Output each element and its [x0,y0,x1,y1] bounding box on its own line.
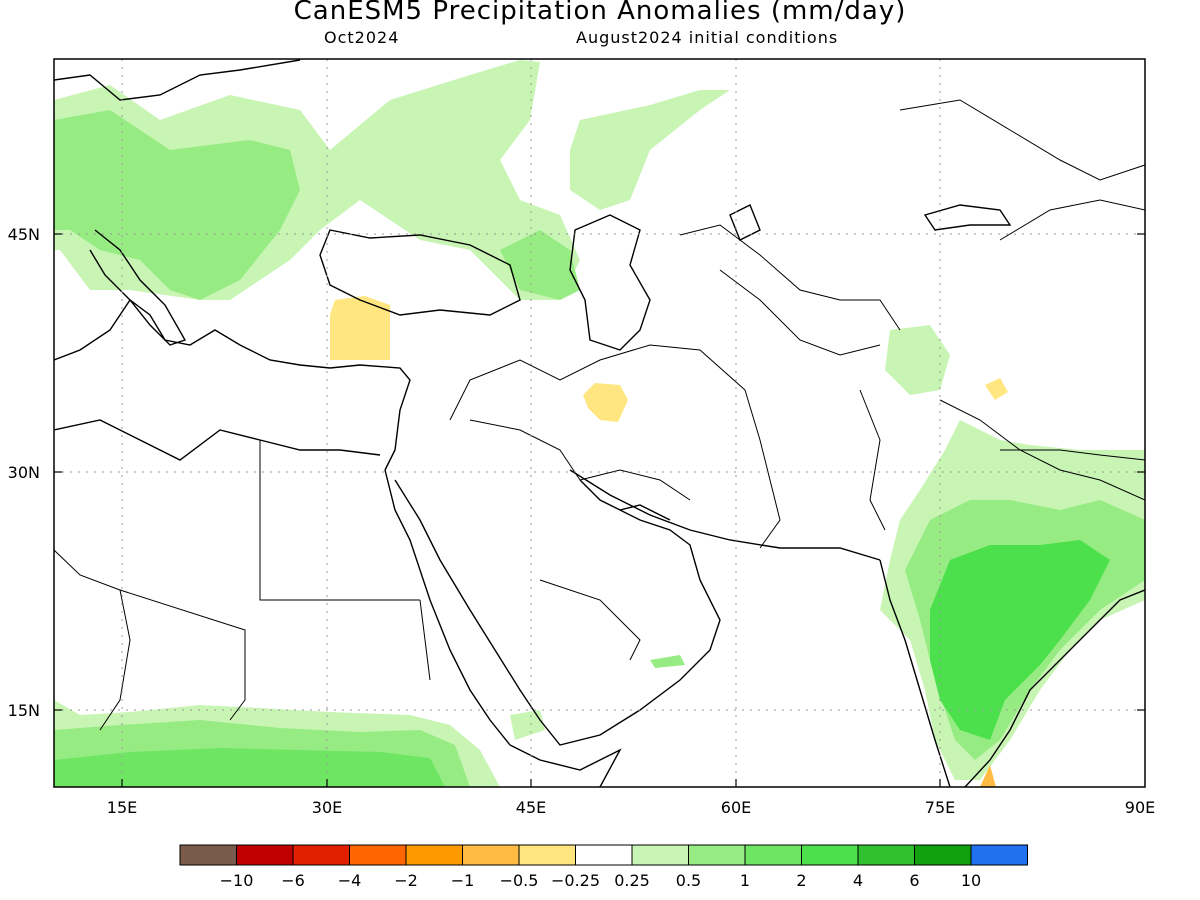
colorbar-label: 0.25 [614,871,650,890]
x-tick-label: 75E [925,798,955,817]
coastlines [54,59,1145,787]
x-tick-label: 30E [312,798,342,817]
borders [54,99,1145,731]
colorbar-label: 10 [961,871,981,890]
himalaya-wet [885,325,950,395]
colorbar-swatch [405,844,463,866]
colorbar-label: 1 [740,871,750,890]
africa-wet-strong [54,748,445,787]
colorbar-label: 2 [796,871,806,890]
colorbar-swatch [688,844,746,866]
colorbar-swatch [631,844,689,866]
grid [54,59,1145,787]
colorbar-swatch [744,844,802,866]
colorbar-swatch [236,844,294,866]
colorbar-labels: −10 −6 −4 −2 −1 −0.5 −0.25 0.25 0.5 1 2 4 6 10 [220,871,982,890]
y-tick-label: 45N [8,225,40,244]
turkey-dry [330,296,390,360]
somalia-wet [510,710,545,740]
india-wet-strong [930,540,1110,740]
colorbar-swatch [179,844,237,866]
initial-conditions: August2024 initial conditions [576,28,839,47]
x-tick-label: 90E [1125,798,1155,817]
colorbar-swatch [914,844,972,866]
colorbar-label: −0.25 [551,871,600,890]
axis-ticks [54,233,1145,787]
oman-wet [650,655,685,668]
colorbar-label: −0.5 [500,871,539,890]
colorbar-label: 4 [853,871,863,890]
colorbar-swatch [349,844,407,866]
colorbar-swatch [575,844,633,866]
chart-title: CanESM5 Precipitation Anomalies (mm/day) [293,0,907,26]
colorbar-label: −4 [338,871,362,890]
x-tick-labels: 15E 30E 45E 60E 75E 90E [107,798,1155,817]
colorbar-swatch [292,844,350,866]
colorbar-label: −6 [281,871,305,890]
colorbar-label: −1 [451,871,475,890]
x-tick-label: 60E [721,798,751,817]
x-tick-label: 45E [516,798,546,817]
colorbar-label: 6 [909,871,919,890]
caucasus-wet [500,230,580,300]
colorbar-swatch [970,844,1028,866]
forecast-month: Oct2024 [324,28,400,47]
colorbar-swatch [857,844,915,866]
colorbar-swatch [462,844,520,866]
colorbar-label: 0.5 [676,871,701,890]
y-tick-label: 30N [8,463,40,482]
colorbar-swatch [518,844,576,866]
srilanka-dry [980,765,996,787]
y-tick-labels: 45N 30N 15N [8,225,40,720]
europe-wet-mid [54,110,300,300]
x-tick-label: 15E [107,798,137,817]
anomaly-shading [54,60,1145,787]
colorbar-label: −10 [220,871,254,890]
iran-dry [583,383,628,422]
nepal-dry [985,378,1008,400]
colorbar-swatch [801,844,859,866]
colorbar-label: −2 [394,871,418,890]
colorbar [179,844,1028,866]
y-tick-label: 15N [8,701,40,720]
central-asia-wet [570,90,730,210]
map-frame [53,58,1146,788]
